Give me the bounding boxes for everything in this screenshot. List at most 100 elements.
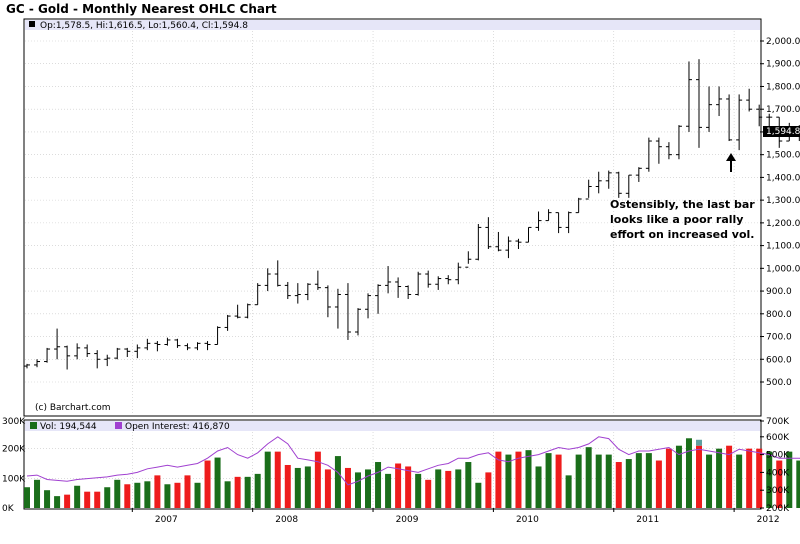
volume-bar — [264, 451, 271, 508]
ohlc-bar — [24, 363, 30, 369]
chart-title: GC - Gold - Monthly Nearest OHLC Chart — [6, 2, 277, 16]
annotation-line-3: effort on increased vol. — [610, 228, 754, 241]
ohlc-bar — [746, 88, 753, 112]
ohlc-bar — [334, 288, 341, 329]
ohlc-bar — [284, 281, 291, 300]
volume-bar — [144, 481, 151, 508]
price-info-strip — [25, 20, 760, 30]
ohlc-bar — [254, 283, 261, 306]
volume-bar — [74, 485, 81, 508]
volume-bar — [665, 448, 672, 508]
price-y-tick-label: 1,100.0 — [766, 242, 800, 252]
volume-bar — [485, 472, 492, 508]
ohlc-bar — [485, 217, 492, 250]
x-year-label: 2007 — [155, 515, 178, 525]
volume-bar — [726, 445, 733, 508]
oi-legend-label: Open Interest: 416,870 — [125, 422, 230, 432]
volume-bar — [786, 451, 793, 508]
volume-bar — [455, 469, 462, 508]
volume-left-tick-label: 100K — [2, 474, 26, 484]
ohlc-bar — [565, 211, 572, 234]
volume-bar — [525, 450, 532, 508]
annotation-line-2: looks like a poor rally — [610, 213, 743, 226]
ohlc-bar — [645, 137, 652, 172]
volume-bar — [445, 470, 452, 508]
volume-bar — [84, 491, 91, 508]
oi-right-tick-label: 200K — [766, 504, 790, 514]
annotation-line-1: Ostensibly, the last bar — [610, 198, 755, 211]
oi-right-tick-label: 600K — [766, 433, 790, 443]
volume-bar — [696, 445, 703, 508]
ohlc-bar — [224, 314, 231, 331]
volume-bar — [575, 454, 582, 508]
ohlc-bar — [134, 344, 141, 359]
price-y-tick-label: 1,500.0 — [766, 151, 800, 161]
volume-bar — [44, 490, 51, 508]
x-year-label: 2010 — [516, 515, 539, 525]
ohlc-bar — [766, 113, 773, 128]
volume-bar — [244, 476, 251, 508]
ohlc-bar — [736, 94, 743, 151]
ohlc-bar — [445, 275, 452, 285]
volume-left-tick-label: 0K — [2, 504, 15, 514]
ohlc-bar — [154, 341, 161, 352]
volume-bar — [615, 462, 622, 508]
ohlc-bar — [575, 197, 582, 214]
price-info-text: Op:1,578.5, Hi:1,616.5, Lo:1,560.4, Cl:1… — [40, 21, 248, 31]
ohlc-bar — [696, 59, 703, 148]
volume-bar — [776, 460, 783, 508]
price-panel-frame — [23, 18, 762, 417]
price-y-tick-label: 700.0 — [766, 333, 792, 343]
volume-bar — [354, 472, 361, 508]
price-y-tick-label: 900.0 — [766, 287, 792, 297]
volume-bar — [435, 469, 442, 508]
ohlc-bar — [435, 276, 442, 290]
ohlc-bar — [34, 359, 41, 368]
volume-bar — [34, 479, 41, 508]
ohlc-bar — [706, 86, 713, 132]
copyright-text: (c) Barchart.com — [35, 403, 111, 413]
volume-bar — [685, 438, 692, 508]
ohlc-bar — [234, 304, 241, 319]
annotation-arrow-icon — [726, 153, 736, 172]
ohlc-bar — [54, 328, 61, 360]
volume-bar — [124, 484, 131, 508]
oi-right-tick-label: 400K — [766, 468, 790, 478]
price-y-tick-label: 1,400.0 — [766, 173, 800, 183]
ohlc-bar — [685, 61, 692, 132]
ohlc-bar — [756, 104, 763, 127]
ohlc-bar — [395, 277, 402, 298]
price-y-tick-label: 1,800.0 — [766, 82, 800, 92]
ohlc-bar — [104, 354, 111, 367]
ohlc-bar — [675, 125, 682, 160]
x-axis: 2007200820092010201120122013 — [131, 508, 780, 525]
ohlc-bar — [244, 303, 251, 319]
volume-bar — [114, 479, 121, 508]
ohlc-bar — [114, 347, 121, 360]
volume-bar — [425, 479, 432, 508]
ohlc-bar — [475, 224, 482, 261]
ohlc-bar — [415, 271, 422, 296]
volume-bar — [64, 494, 71, 508]
volume-bar — [134, 482, 141, 508]
ohlc-bar — [455, 262, 462, 285]
ohlc-bar — [615, 171, 622, 198]
volume-axes: 0K 100K 200K 300K 200K 300K 400K 500K 600K 700K — [2, 417, 790, 514]
oi-right-tick-label: 700K — [766, 417, 790, 427]
volume-bar — [535, 466, 542, 508]
volume-bar — [184, 475, 191, 508]
volume-bar — [465, 462, 472, 508]
volume-bar — [94, 491, 101, 508]
last-price-box — [763, 126, 800, 137]
volume-bar — [164, 484, 171, 508]
ohlc-bar — [354, 308, 361, 336]
ohlc-bar — [535, 211, 542, 231]
ohlc-bar — [515, 238, 522, 250]
last-price-label: 1,594.8 — [766, 127, 800, 137]
volume-bar — [555, 454, 562, 508]
volume-bar — [385, 473, 392, 508]
ohlc-bar — [64, 345, 71, 370]
price-y-tick-label: 500.0 — [766, 378, 792, 388]
ohlc-bar — [174, 338, 181, 348]
